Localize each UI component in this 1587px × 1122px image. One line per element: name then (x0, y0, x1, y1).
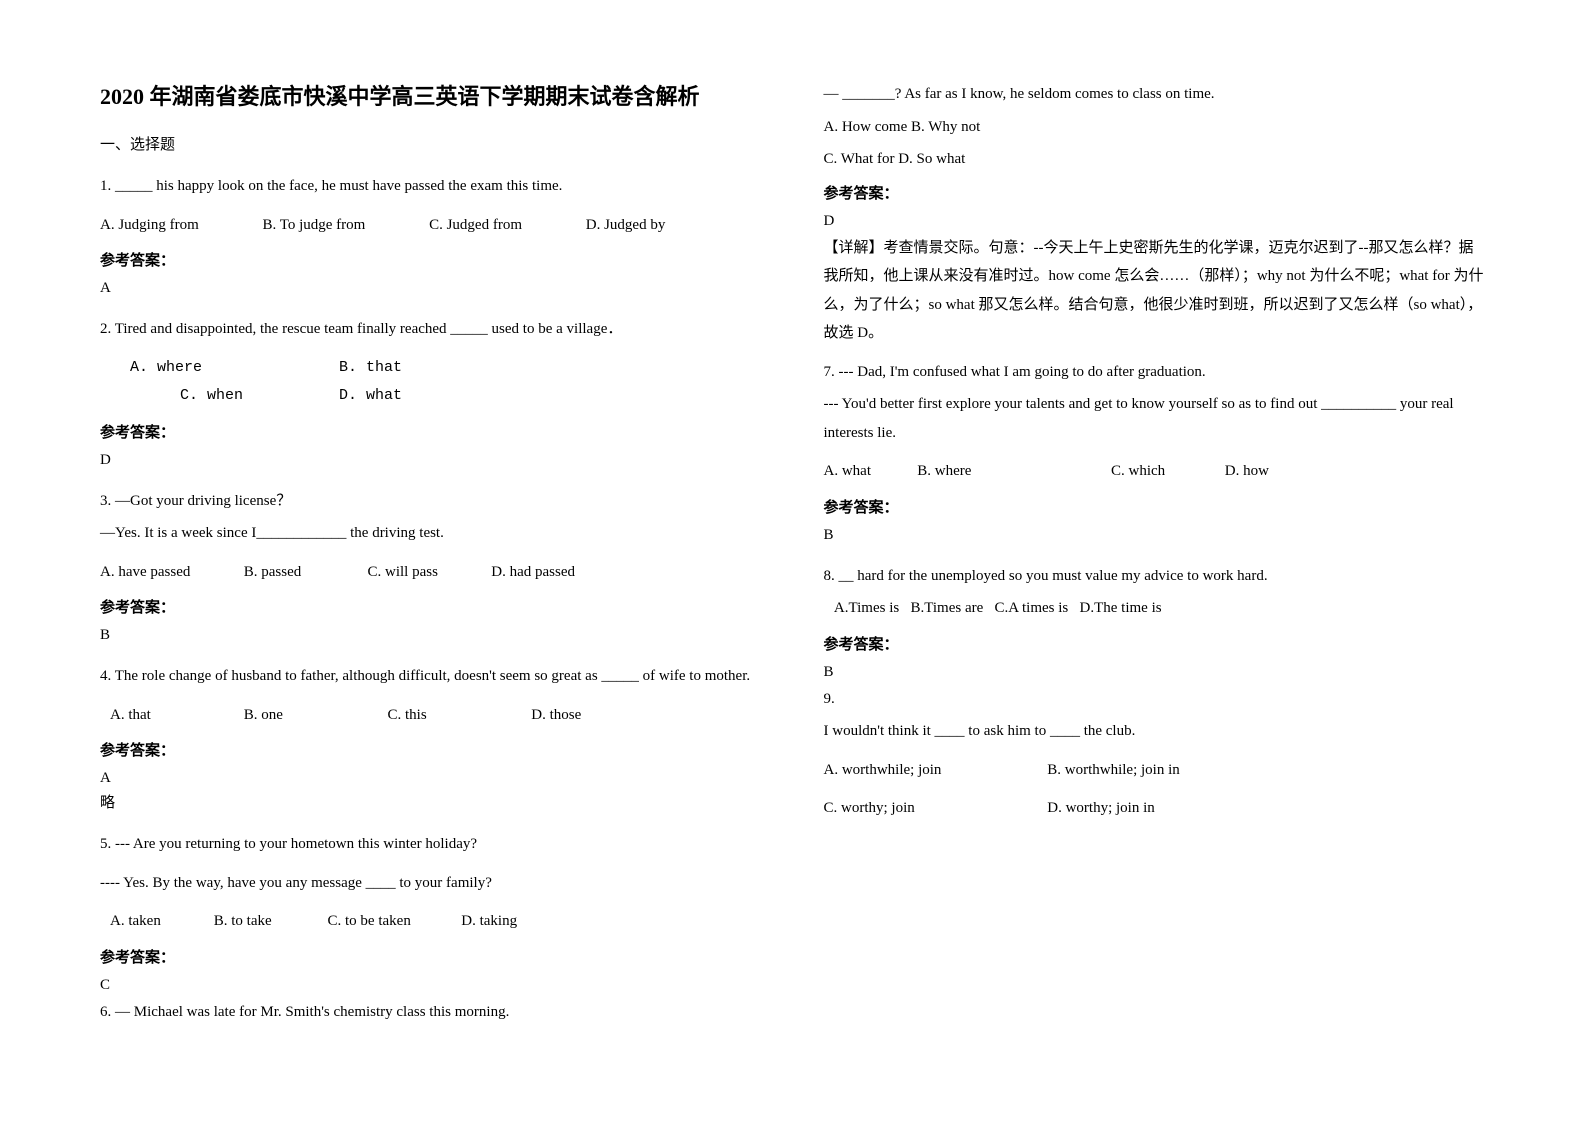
q2-opt-c: C. when (180, 382, 330, 411)
q2-answer-label: 参考答案： (100, 421, 764, 442)
q2-opt-a: A. where (130, 354, 330, 383)
q9-options-row1: A. worthwhile; join B. worthwhile; join … (824, 756, 1488, 785)
q3-line1: 3. —Got your driving license？ (100, 487, 764, 516)
q2-answer: D (100, 452, 764, 469)
q4-opt-a: A. that (100, 701, 240, 730)
q3-line2: —Yes. It is a week since I____________ t… (100, 519, 764, 548)
q2-opt-b: B. that (339, 359, 402, 376)
q9-opt-d: D. worthy; join in (1047, 800, 1155, 816)
q3-answer-label: 参考答案： (100, 596, 764, 617)
q3-opt-b: B. passed (244, 558, 364, 587)
q7-answer-label: 参考答案： (824, 496, 1488, 517)
q1-opt-a: A. Judging from (100, 211, 199, 240)
page-title: 2020 年湖南省娄底市快溪中学高三英语下学期期末试卷含解析 (100, 80, 764, 113)
q9-options-row2: C. worthy; join D. worthy; join in (824, 794, 1488, 823)
q3-opt-d: D. had passed (491, 564, 575, 580)
q4-opt-c: C. this (388, 701, 528, 730)
q9-opt-a: A. worthwhile; join (824, 756, 1044, 785)
q4-answer: A (100, 770, 764, 787)
q5-opt-b: B. to take (214, 907, 324, 936)
q4-note: 略 (100, 791, 764, 812)
q7-options: A. what B. where C. which D. how (824, 457, 1488, 486)
q4-answer-label: 参考答案： (100, 739, 764, 760)
q5-answer: C (100, 977, 764, 994)
q6-opts-a: A. How come B. Why not (824, 113, 1488, 142)
q6-answer-label: 参考答案： (824, 182, 1488, 203)
q5-line1: 5. --- Are you returning to your hometow… (100, 830, 764, 859)
q4-opt-d: D. those (531, 707, 581, 723)
q5-opt-c: C. to be taken (328, 907, 458, 936)
q4-options: A. that B. one C. this D. those (100, 701, 764, 730)
q1-answer-label: 参考答案： (100, 249, 764, 270)
q6-explain: 【详解】考查情景交际。句意：--今天上午上史密斯先生的化学课，迈克尔迟到了--那… (824, 234, 1488, 348)
q4-opt-b: B. one (244, 701, 384, 730)
q5-line2: ---- Yes. By the way, have you any messa… (100, 869, 764, 898)
q3-options: A. have passed B. passed C. will pass D.… (100, 558, 764, 587)
q7-line2: --- You'd better first explore your tale… (824, 390, 1488, 447)
q6-line1: 6. — Michael was late for Mr. Smith's ch… (100, 998, 764, 1027)
q8-answer: B (824, 664, 1488, 681)
q9-text: I wouldn't think it ____ to ask him to _… (824, 717, 1488, 746)
q3-opt-a: A. have passed (100, 558, 240, 587)
q1-text: 1. _____ his happy look on the face, he … (100, 172, 764, 201)
q7-line1: 7. --- Dad, I'm confused what I am going… (824, 358, 1488, 387)
q3-opt-c: C. will pass (368, 558, 488, 587)
q1-answer: A (100, 280, 764, 297)
q5-answer-label: 参考答案： (100, 946, 764, 967)
q1-opt-b: B. To judge from (263, 211, 366, 240)
q7-answer: B (824, 527, 1488, 544)
q1-opt-c: C. Judged from (429, 211, 522, 240)
q5-opt-d: D. taking (461, 913, 517, 929)
q2-text: 2. Tired and disappointed, the rescue te… (100, 315, 764, 344)
q7-opt-a: A. what (824, 457, 914, 486)
q8-text: 8. __ hard for the unemployed so you mus… (824, 562, 1488, 591)
q8-answer-label: 参考答案： (824, 633, 1488, 654)
q1-options: A. Judging from B. To judge from C. Judg… (100, 211, 764, 240)
q9-opt-c: C. worthy; join (824, 794, 1044, 823)
q4-text: 4. The role change of husband to father,… (100, 662, 764, 691)
q6-line2: — _______? As far as I know, he seldom c… (824, 80, 1488, 109)
q8-opts: A.Times is B.Times are C.A times is D.Th… (824, 594, 1488, 623)
q5-opt-a: A. taken (100, 907, 210, 936)
q1-opt-d: D. Judged by (586, 211, 666, 240)
q9-num: 9. (824, 685, 1488, 714)
q3-answer: B (100, 627, 764, 644)
section-heading: 一、选择题 (100, 133, 764, 154)
q6-answer: D (824, 213, 1488, 230)
q7-opt-c: C. which (1111, 457, 1221, 486)
q2-options: A. where B. that C. when D. what (100, 354, 764, 411)
q7-opt-d: D. how (1225, 463, 1269, 479)
q9-opt-b: B. worthwhile; join in (1047, 762, 1180, 778)
q2-opt-d: D. what (339, 387, 402, 404)
q5-options: A. taken B. to take C. to be taken D. ta… (100, 907, 764, 936)
q7-opt-b: B. where (917, 457, 1107, 486)
q6-opts-b: C. What for D. So what (824, 145, 1488, 174)
